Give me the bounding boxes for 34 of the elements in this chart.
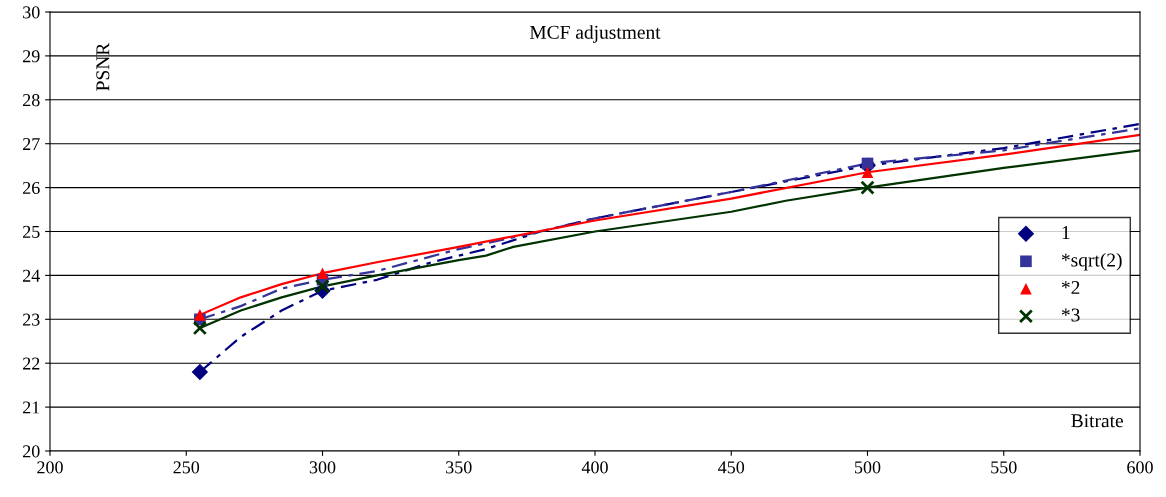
x-tick-label: 550 [991,461,1017,474]
y-tick-label: 28 [23,94,40,107]
y-tick-label: 21 [23,401,40,414]
y-tick-label: 29 [23,50,40,63]
y-tick-label: 27 [23,138,40,150]
point [315,279,330,294]
y-tick-label: 24 [23,269,40,282]
y-tick-label: 25 [23,225,40,238]
point [191,363,209,381]
y-axis-title: PSNR [96,42,110,91]
y-tick-label: 26 [23,181,40,195]
y-tick-label: 20 [23,445,40,458]
x-tick-label: 500 [855,461,881,474]
x-tick-label: 200 [37,461,63,474]
text: MCF adjustment [529,25,661,43]
legend-label: *2 [1061,281,1080,294]
legend-label: 1 [1062,226,1070,239]
x-tick-label: 350 [446,461,472,474]
x-tick-label: 450 [718,461,745,474]
x-axis-title: Bitrate [1071,414,1123,428]
x-tick-label: 400 [581,461,608,474]
y-tick-label: 22 [23,357,40,370]
point [861,166,874,179]
x-tick-label: 250 [173,461,200,474]
point [316,267,329,280]
x-tick-label: 600 [1127,461,1153,474]
x-tick-label: 300 [309,461,336,474]
y-tick-label: 23 [23,313,40,326]
point [860,180,875,195]
legend-label: *3 [1061,308,1080,322]
y-tick-label: 30 [23,6,40,19]
legend-label: *sqrt(2) [1061,252,1122,271]
point [194,309,206,321]
point [192,320,208,336]
